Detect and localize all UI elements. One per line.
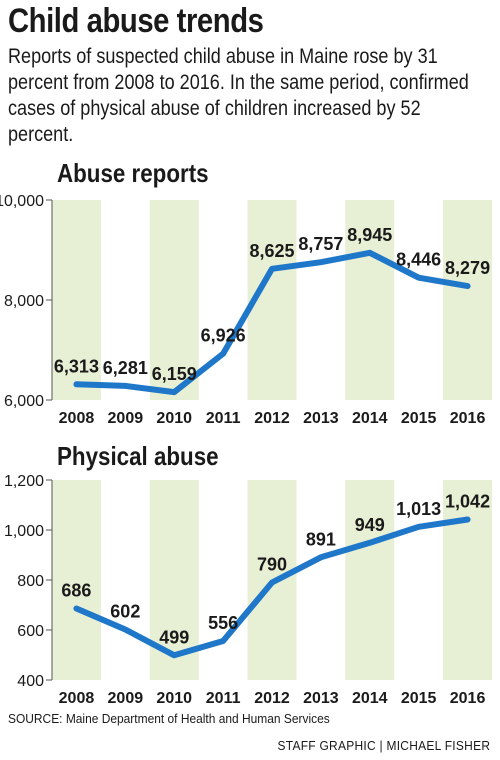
abuse-reports-band — [52, 200, 101, 400]
physical-abuse-x-tick-label: 2012 — [254, 690, 290, 705]
abuse-reports-x-tick-label: 2012 — [254, 410, 290, 427]
physical-abuse-data-label: 1,042 — [445, 492, 490, 512]
physical-abuse-y-tick-label: 800 — [17, 573, 44, 590]
physical-abuse-data-label: 949 — [355, 515, 385, 535]
physical-abuse-x-tick-label: 2015 — [401, 690, 437, 705]
physical-abuse-x-tick-label: 2009 — [108, 690, 144, 705]
abuse-reports-data-label: 8,945 — [347, 225, 392, 245]
physical-abuse-x-tick-label: 2011 — [206, 690, 241, 705]
physical-abuse-chart: 400 600 800 1,000 1,200 2008 2009 2010 2011 2012 2… — [4, 473, 492, 705]
abuse-reports-data-label: 6,926 — [201, 326, 246, 346]
physical-abuse-y-tick-label: 400 — [17, 673, 44, 690]
abuse-reports-data-label: 8,757 — [298, 234, 343, 254]
abuse-reports-data-label: 6,159 — [152, 364, 197, 384]
physical-abuse-x-tick-label: 2008 — [59, 690, 95, 705]
physical-abuse-x-tick-label: 2016 — [450, 690, 486, 705]
abuse-reports-x-tick-label: 2015 — [401, 410, 437, 427]
abuse-reports-x-tick-label: 2014 — [352, 410, 388, 427]
physical-abuse-series-line — [73, 516, 471, 659]
abuse-reports-data-label: 6,313 — [54, 356, 99, 376]
abuse-reports-x-tick-label: 2016 — [450, 410, 486, 427]
physical-abuse-data-label: 602 — [110, 602, 140, 622]
physical-abuse-band — [345, 480, 395, 680]
abuse-reports-y-tick-label: 8,000 — [4, 293, 44, 310]
page-title: Child abuse trends — [8, 2, 264, 40]
physical-abuse-chart-title: Physical abuse — [57, 441, 219, 471]
physical-abuse-data-label: 686 — [61, 581, 91, 601]
physical-abuse-data-label: 499 — [159, 627, 189, 647]
physical-abuse-data-label: 1,013 — [396, 499, 441, 519]
abuse-reports-series-line — [73, 249, 471, 396]
abuse-reports-y-tick-label: 6,000 — [4, 393, 44, 410]
physical-abuse-y-tick-label: 1,000 — [4, 523, 44, 540]
physical-abuse-band — [52, 480, 101, 680]
abuse-reports-data-label: 8,625 — [249, 241, 294, 261]
abuse-reports-x-tick-label: 2008 — [59, 410, 95, 427]
physical-abuse-data-label: 556 — [208, 613, 238, 633]
physical-abuse-x-tick-label: 2010 — [156, 690, 192, 705]
abuse-reports-chart: 6,000 8,000 10,000 2008 2009 2010 2011 2012 2013… — [0, 193, 492, 427]
abuse-reports-band — [443, 200, 492, 400]
intro-text: Reports of suspected child abuse in Main… — [8, 45, 469, 146]
physical-abuse-data-label: 790 — [257, 555, 287, 575]
abuse-reports-data-label: 6,281 — [103, 358, 148, 378]
abuse-reports-data-label: 8,446 — [396, 250, 441, 270]
abuse-reports-x-tick-label: 2010 — [156, 410, 192, 427]
physical-abuse-band — [443, 480, 492, 680]
abuse-reports-chart-title: Abuse reports — [57, 158, 209, 188]
abuse-reports-x-tick-label: 2013 — [303, 410, 339, 427]
abuse-reports-band — [149, 200, 199, 400]
staff-credit: STAFF GRAPHIC | MICHAEL FISHER — [277, 738, 490, 753]
physical-abuse-x-tick-label: 2014 — [352, 690, 388, 705]
abuse-reports-data-label: 8,279 — [445, 258, 490, 278]
abuse-reports-band — [345, 200, 395, 400]
source-note: SOURCE: Maine Department of Health and H… — [8, 711, 330, 726]
physical-abuse-x-tick-label: 2013 — [303, 690, 339, 705]
physical-abuse-y-tick-label: 600 — [17, 623, 44, 640]
physical-abuse-data-label: 891 — [306, 529, 336, 549]
abuse-reports-x-tick-label: 2009 — [108, 410, 144, 427]
abuse-reports-x-tick-label: 2011 — [206, 410, 241, 427]
abuse-reports-y-tick-label: 10,000 — [0, 193, 44, 210]
physical-abuse-y-tick-label: 1,200 — [4, 473, 44, 490]
